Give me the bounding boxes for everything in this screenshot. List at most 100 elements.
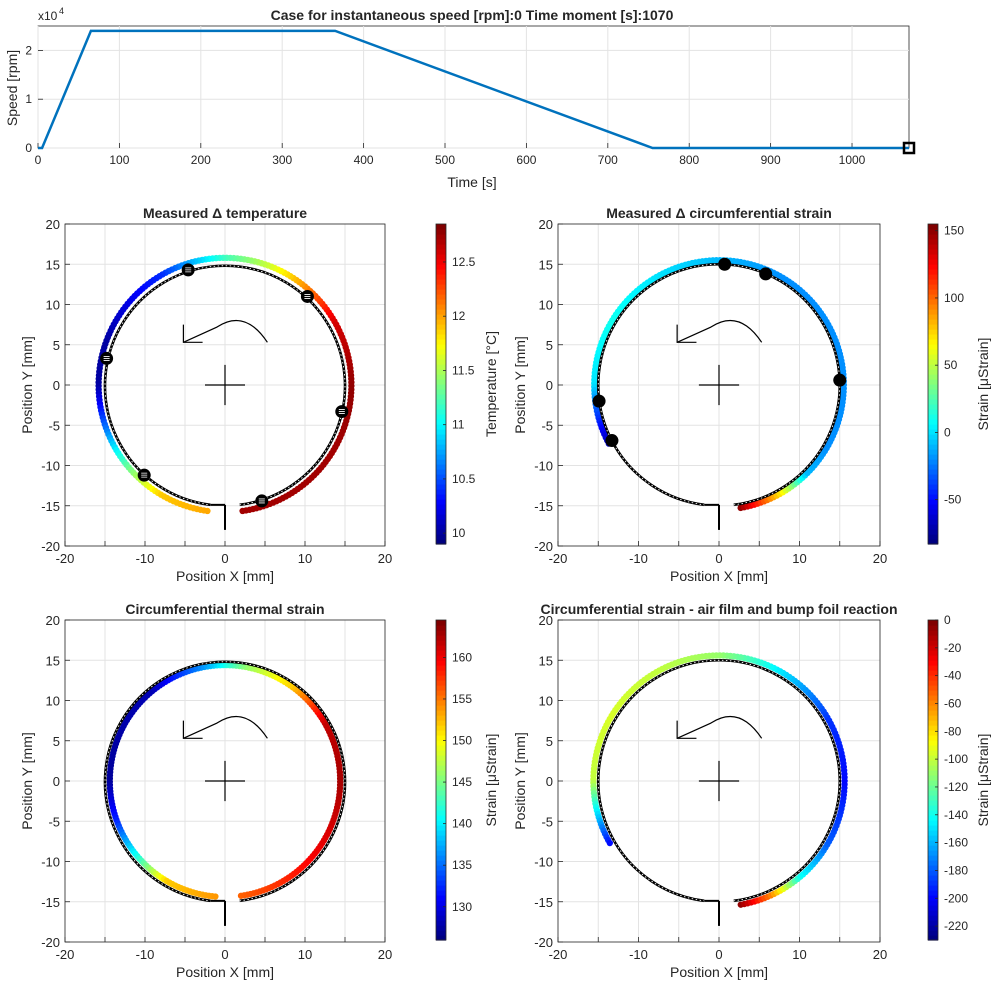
ytick-label: -20 bbox=[534, 935, 553, 950]
colorbar-segment bbox=[436, 489, 446, 495]
xtick-label: -20 bbox=[56, 551, 75, 566]
ytick-label: 20 bbox=[46, 613, 60, 628]
colorbar-segment bbox=[436, 454, 446, 460]
colorbar-segment bbox=[928, 935, 938, 941]
colorbar-segment bbox=[436, 815, 446, 821]
colorbar-segment bbox=[928, 715, 938, 721]
colorbar-segment bbox=[436, 620, 446, 626]
colorbar-segment bbox=[928, 369, 938, 375]
colorbar-segment bbox=[928, 289, 938, 295]
colorbar-segment bbox=[928, 514, 938, 520]
colorbar-segment bbox=[436, 685, 446, 691]
ytick-label: -10 bbox=[41, 855, 60, 870]
xtick-label: -20 bbox=[549, 947, 568, 962]
ytick-label: 5 bbox=[546, 734, 553, 749]
colorbar-segment bbox=[436, 494, 446, 500]
colorbar-segment bbox=[928, 760, 938, 766]
colorbar-segment bbox=[436, 529, 446, 535]
reaction-strain-ylabel: Position Y [mm] bbox=[512, 732, 528, 830]
colorbar-segment bbox=[928, 529, 938, 535]
thermal-strain-panel: -20-20 -15 -10 -10 -5 0 0 5 10 10 15 20 20 130 135 140… bbox=[19, 601, 499, 980]
ytick-label: 10 bbox=[46, 694, 60, 709]
colorbar-segment bbox=[928, 439, 938, 445]
colorbar-segment bbox=[436, 354, 446, 360]
colorbar-segment bbox=[928, 780, 938, 786]
colorbar-segment bbox=[436, 820, 446, 826]
sensor-hatch bbox=[258, 498, 265, 504]
colorbar-segment bbox=[436, 324, 446, 330]
colorbar-segment bbox=[436, 314, 446, 320]
temperature-title: Measured Δ temperature bbox=[143, 205, 307, 221]
xtick-label: -20 bbox=[549, 551, 568, 566]
colorbar-segment bbox=[928, 504, 938, 510]
colorbar-box bbox=[435, 223, 447, 545]
colorbar-tick-label: 50 bbox=[944, 358, 958, 372]
ytick-label: 20 bbox=[539, 613, 553, 628]
colorbar-segment bbox=[928, 925, 938, 931]
thermal-strain-xlabel: Position X [mm] bbox=[176, 964, 274, 980]
colorbar-segment bbox=[928, 409, 938, 415]
ytick-label: 10 bbox=[539, 298, 553, 313]
xtick-label: 20 bbox=[378, 551, 392, 566]
colorbar-segment bbox=[928, 429, 938, 435]
colorbar-segment bbox=[928, 349, 938, 355]
colorbar-segment bbox=[436, 905, 446, 911]
speed-xtick-label: 500 bbox=[435, 153, 455, 167]
rotation-indicator bbox=[676, 715, 763, 802]
colorbar-segment bbox=[436, 409, 446, 415]
colorbar-segment bbox=[436, 695, 446, 701]
colorbar-tick-label: -180 bbox=[944, 863, 968, 877]
colorbar-segment bbox=[928, 790, 938, 796]
reaction-strain-colorbar: 0 -20 -40 -60 -80 -100 -120 -140 -160 -180 -200 -22… bbox=[927, 613, 968, 941]
colorbar-tick-label: 12 bbox=[452, 309, 466, 323]
thermal-strain-ylabel: Position Y [mm] bbox=[19, 732, 35, 830]
temperature-color-band bbox=[95, 254, 355, 515]
colorbar-segment bbox=[436, 334, 446, 340]
colorbar-segment bbox=[928, 224, 938, 230]
colorbar-segment bbox=[436, 414, 446, 420]
speed-xtick-label: 100 bbox=[109, 153, 129, 167]
colorbar-tick-label: -160 bbox=[944, 836, 968, 850]
colorbar-segment bbox=[928, 264, 938, 270]
colorbar-segment bbox=[436, 850, 446, 856]
reaction-strain-ring bbox=[596, 658, 842, 926]
ytick-label: 0 bbox=[53, 774, 60, 789]
colorbar-segment bbox=[928, 494, 938, 500]
ytick-label: 15 bbox=[539, 257, 553, 272]
measured-strain-xlabel: Position X [mm] bbox=[670, 568, 768, 584]
ytick-label: 5 bbox=[53, 338, 60, 353]
colorbar-segment bbox=[436, 429, 446, 435]
ytick-label: -20 bbox=[41, 539, 60, 554]
colorbar-segment bbox=[928, 404, 938, 410]
colorbar-tick-label: -100 bbox=[944, 752, 968, 766]
colorbar-segment bbox=[436, 329, 446, 335]
colorbar-segment bbox=[928, 324, 938, 330]
ytick-label: 5 bbox=[53, 734, 60, 749]
colorbar-segment bbox=[436, 294, 446, 300]
colorbar-segment bbox=[928, 389, 938, 395]
colorbar-segment bbox=[436, 299, 446, 305]
colorbar-segment bbox=[436, 885, 446, 891]
colorbar-segment bbox=[436, 880, 446, 886]
ring-arc bbox=[103, 660, 347, 903]
speed-xtick-label: 200 bbox=[191, 153, 211, 167]
rotation-arrow bbox=[676, 319, 763, 343]
sensor-hatch bbox=[103, 356, 110, 361]
colorbar-segment bbox=[928, 750, 938, 756]
colorbar-segment bbox=[436, 519, 446, 525]
colorbar-segment bbox=[436, 795, 446, 801]
colorbar-segment bbox=[928, 800, 938, 806]
colorbar-segment bbox=[928, 735, 938, 741]
xtick-label: -20 bbox=[56, 947, 75, 962]
speed-xtick-label: 400 bbox=[354, 153, 374, 167]
colorbar-segment bbox=[928, 234, 938, 240]
ytick-label: -20 bbox=[534, 539, 553, 554]
colorbar-segment bbox=[436, 915, 446, 921]
colorbar-segment bbox=[436, 249, 446, 255]
colorbar-segment bbox=[928, 675, 938, 681]
colorbar-segment bbox=[928, 770, 938, 776]
xtick-label: 10 bbox=[298, 947, 312, 962]
colorbar-segment bbox=[436, 765, 446, 771]
color-band-point bbox=[212, 893, 219, 900]
ring-dots bbox=[597, 659, 841, 902]
